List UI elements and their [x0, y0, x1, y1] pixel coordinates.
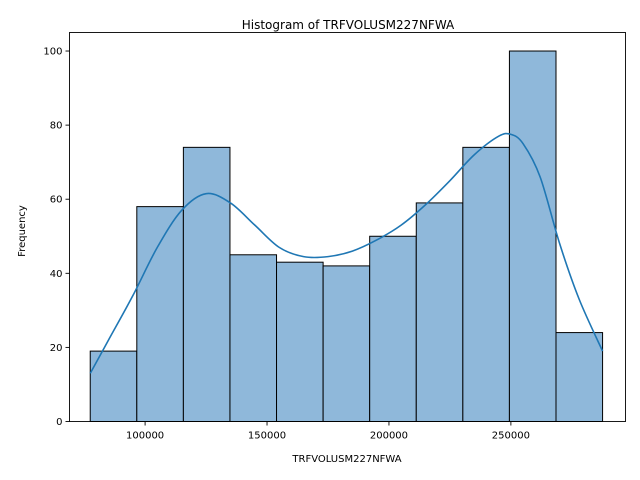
kde-curve	[89, 132, 604, 374]
y-tick-label: 40	[50, 269, 63, 280]
histogram-bar	[462, 146, 510, 422]
histogram-bar	[89, 350, 138, 422]
y-tick-label: 60	[50, 195, 63, 206]
chart-title: Histogram of TRFVOLUSM227NFWA	[242, 18, 455, 32]
y-axis-label: Frequency	[17, 205, 28, 257]
histogram-bar	[136, 206, 184, 422]
x-axis-label: TRFVOLUSM227NFWA	[291, 454, 401, 465]
histogram-bar	[415, 202, 464, 422]
histogram-bar	[322, 265, 371, 422]
bars-group	[89, 50, 604, 423]
x-tick-label: 150000	[248, 431, 286, 442]
histogram-bar	[369, 235, 417, 422]
histogram-bar	[276, 261, 324, 423]
x-axis-ticks: 100000 150000 200000 250000	[126, 421, 530, 442]
y-axis-ticks: 0 20 40 60 80 100	[43, 47, 70, 428]
x-tick-label: 100000	[126, 431, 164, 442]
y-tick-label: 80	[50, 121, 63, 132]
axes	[69, 32, 626, 422]
histogram-bar	[182, 146, 231, 422]
plot-frame	[69, 32, 626, 422]
histogram-bar	[508, 50, 557, 423]
y-tick-label: 100	[43, 47, 62, 58]
x-tick-label: 250000	[492, 431, 530, 442]
y-tick-label: 0	[56, 417, 62, 428]
x-tick-label: 200000	[370, 431, 408, 442]
y-tick-label: 20	[50, 343, 63, 354]
histogram-bar	[229, 254, 278, 422]
histogram-bar	[555, 332, 604, 423]
